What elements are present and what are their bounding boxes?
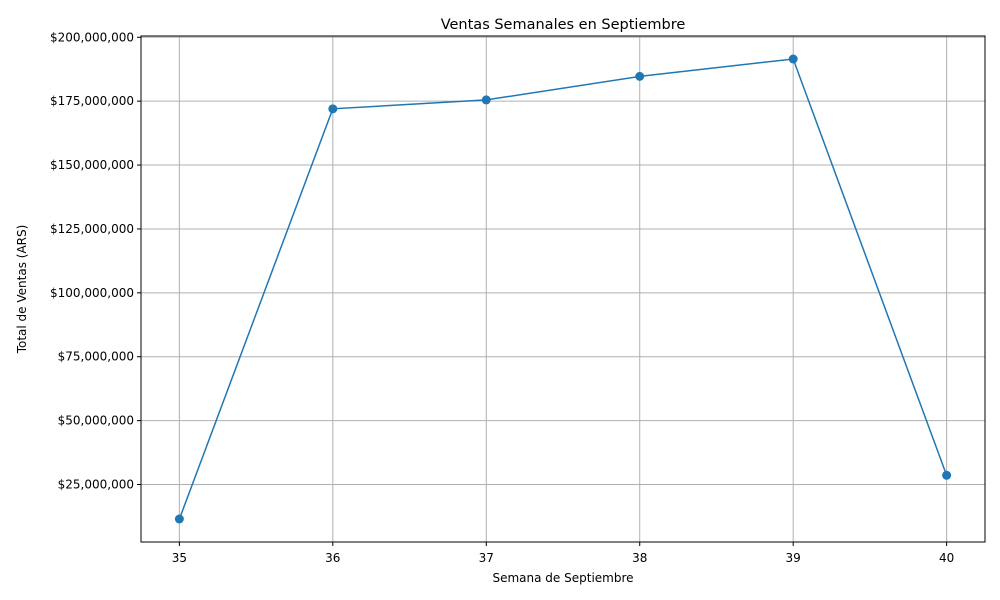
y-tick-label: $50,000,000	[58, 414, 134, 428]
x-axis-ticks: 35 36 37 38 39 40	[172, 542, 954, 565]
grid-lines	[141, 36, 985, 542]
series-line	[178, 58, 948, 520]
y-tick-label: $125,000,000	[50, 222, 134, 236]
y-tick-label: $75,000,000	[58, 350, 134, 364]
x-tick-label: 40	[939, 551, 954, 565]
y-tick-label: $100,000,000	[50, 286, 134, 300]
data-point	[635, 71, 645, 81]
data-point	[481, 95, 491, 105]
x-tick-label: 35	[172, 551, 187, 565]
y-tick-label: $150,000,000	[50, 158, 134, 172]
y-axis-ticks: $25,000,000 $50,000,000 $75,000,000 $100,00…	[50, 30, 141, 492]
y-axis-label: Total de Ventas (ARS)	[15, 225, 29, 355]
x-tick-label: 38	[632, 551, 647, 565]
data-point	[942, 470, 952, 480]
x-axis-label: Semana de Septiembre	[492, 571, 633, 585]
data-point	[788, 54, 798, 64]
chart-title: Ventas Semanales en Septiembre	[441, 17, 686, 33]
x-tick-label: 36	[325, 551, 340, 565]
x-tick-label: 39	[786, 551, 801, 565]
series-layer	[174, 54, 952, 524]
x-tick-label: 37	[479, 551, 494, 565]
plot-frame	[140, 35, 986, 543]
plot-area	[141, 36, 985, 542]
y-tick-label: $25,000,000	[58, 478, 134, 492]
data-point	[328, 104, 338, 114]
y-tick-label: $200,000,000	[50, 30, 134, 44]
data-point	[174, 514, 184, 524]
y-tick-label: $175,000,000	[50, 94, 134, 108]
